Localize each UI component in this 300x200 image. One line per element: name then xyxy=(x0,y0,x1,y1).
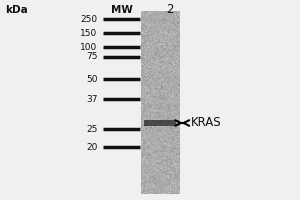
Text: 100: 100 xyxy=(80,43,98,51)
Bar xyxy=(144,120,176,126)
Text: 37: 37 xyxy=(86,95,98,104)
Text: kDa: kDa xyxy=(5,5,28,15)
Text: 150: 150 xyxy=(80,28,98,38)
Text: 75: 75 xyxy=(86,52,98,61)
Text: 250: 250 xyxy=(80,15,98,23)
Text: 2: 2 xyxy=(166,3,173,16)
Text: 50: 50 xyxy=(86,74,98,84)
Text: MW: MW xyxy=(111,5,132,15)
Text: 25: 25 xyxy=(86,124,98,134)
Text: 20: 20 xyxy=(86,142,98,152)
Text: KRAS: KRAS xyxy=(190,116,221,130)
